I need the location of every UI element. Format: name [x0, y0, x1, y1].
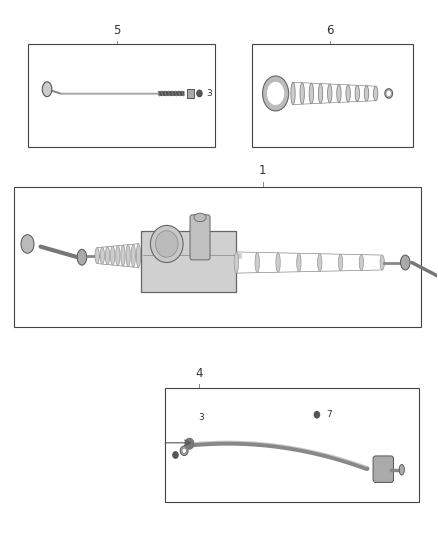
- Ellipse shape: [100, 247, 105, 264]
- Text: 7: 7: [326, 410, 332, 419]
- Ellipse shape: [374, 86, 378, 101]
- Ellipse shape: [121, 245, 125, 266]
- FancyBboxPatch shape: [190, 215, 210, 260]
- Circle shape: [173, 452, 178, 458]
- Circle shape: [185, 439, 194, 449]
- Ellipse shape: [180, 446, 188, 456]
- Ellipse shape: [291, 82, 295, 104]
- Ellipse shape: [182, 448, 186, 454]
- Ellipse shape: [337, 84, 341, 102]
- Ellipse shape: [77, 249, 87, 265]
- Ellipse shape: [318, 84, 323, 103]
- Ellipse shape: [297, 253, 301, 272]
- Text: 3: 3: [199, 414, 205, 422]
- Ellipse shape: [255, 252, 259, 273]
- Ellipse shape: [267, 82, 284, 105]
- Ellipse shape: [339, 254, 343, 271]
- Ellipse shape: [105, 247, 110, 264]
- Circle shape: [314, 411, 320, 418]
- Ellipse shape: [150, 225, 183, 263]
- Ellipse shape: [234, 252, 239, 273]
- Ellipse shape: [359, 255, 364, 270]
- Ellipse shape: [380, 255, 385, 270]
- Ellipse shape: [194, 213, 206, 222]
- Bar: [252, 44, 413, 147]
- Ellipse shape: [328, 84, 332, 103]
- Text: 1: 1: [259, 164, 266, 177]
- Bar: [14, 187, 421, 327]
- Ellipse shape: [355, 85, 360, 102]
- Ellipse shape: [400, 255, 410, 270]
- Ellipse shape: [399, 464, 404, 475]
- Ellipse shape: [126, 245, 131, 266]
- Ellipse shape: [21, 235, 34, 253]
- Ellipse shape: [155, 231, 178, 257]
- Ellipse shape: [364, 86, 369, 101]
- Ellipse shape: [42, 82, 52, 96]
- Text: 4: 4: [196, 367, 203, 380]
- Ellipse shape: [276, 253, 280, 272]
- Ellipse shape: [110, 246, 115, 265]
- Ellipse shape: [346, 85, 350, 102]
- Ellipse shape: [385, 88, 392, 98]
- Ellipse shape: [300, 83, 304, 104]
- Ellipse shape: [318, 254, 322, 271]
- Text: 3: 3: [206, 89, 212, 98]
- Bar: [165, 389, 419, 503]
- Text: 6: 6: [326, 24, 334, 37]
- Ellipse shape: [262, 76, 289, 111]
- Ellipse shape: [387, 91, 391, 96]
- Bar: [28, 44, 215, 147]
- Ellipse shape: [131, 244, 135, 267]
- Ellipse shape: [95, 248, 99, 264]
- Ellipse shape: [136, 244, 141, 268]
- Ellipse shape: [309, 83, 314, 104]
- FancyBboxPatch shape: [187, 88, 194, 98]
- Text: 5: 5: [113, 24, 120, 37]
- Bar: [141, 231, 237, 292]
- Ellipse shape: [116, 246, 120, 265]
- FancyBboxPatch shape: [373, 456, 393, 482]
- Circle shape: [197, 90, 202, 96]
